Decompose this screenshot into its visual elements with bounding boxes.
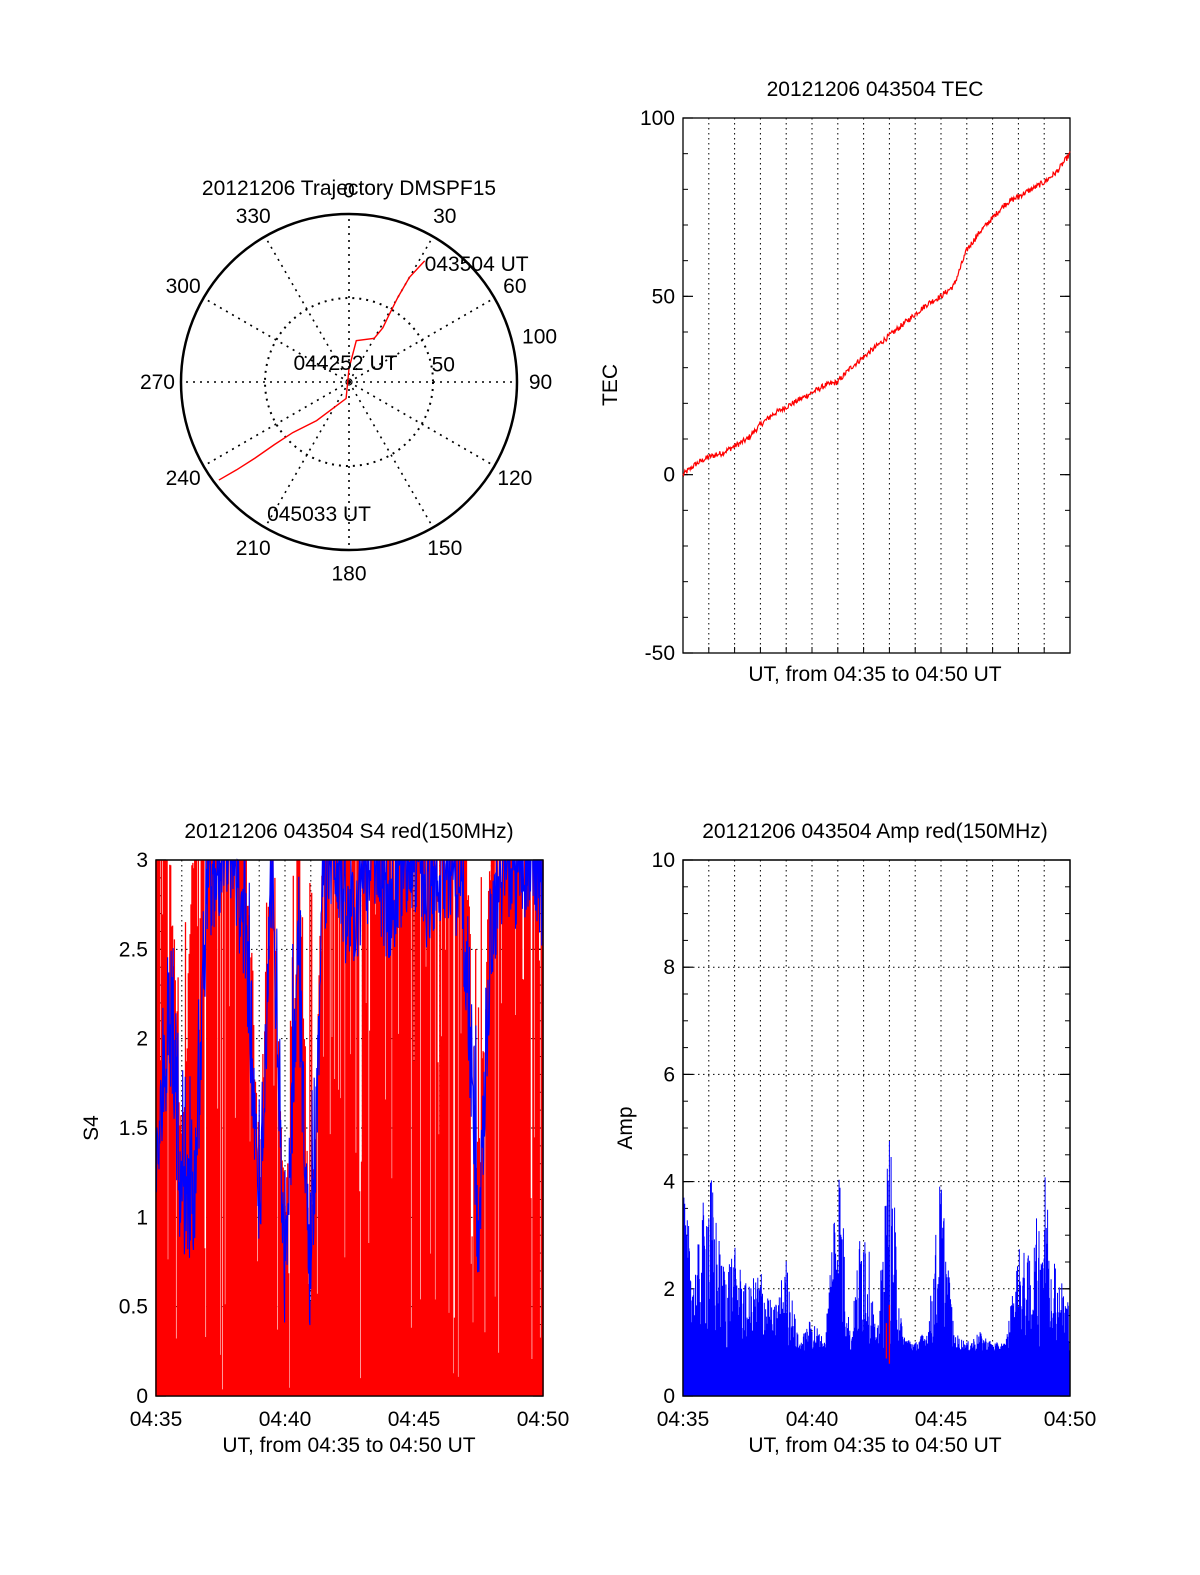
y-tick-label: 2 xyxy=(136,1028,148,1051)
amp-title: 20121206 043504 Amp red(150MHz) xyxy=(702,820,1048,843)
y-tick-label: 0 xyxy=(136,1385,148,1408)
polar-azimuth-label: 180 xyxy=(331,563,366,586)
amp-blue-series xyxy=(682,1141,1071,1396)
polar-radial-labels: 50 100 xyxy=(432,325,557,376)
y-tick-label: 1.5 xyxy=(119,1117,148,1140)
s4-ylabel: S4 xyxy=(80,1115,103,1141)
polar-outer-circle xyxy=(179,212,519,552)
polar-azimuth-label: 330 xyxy=(236,205,271,228)
polar-azimuth-label: 120 xyxy=(497,467,532,490)
trajectory-line xyxy=(218,260,426,481)
trajectory-annotation: 043504 UT xyxy=(425,253,529,276)
plot-frame-top xyxy=(682,859,1071,1397)
y-tick-label: 6 xyxy=(663,1063,675,1086)
polar-radial-label: 100 xyxy=(522,325,557,348)
polar-azimuth-label: 300 xyxy=(166,275,201,298)
polar-center xyxy=(345,378,353,386)
trajectory-annotation: 045033 UT xyxy=(267,503,371,526)
polar-spoke xyxy=(203,381,350,467)
tec-series-line xyxy=(682,151,1071,477)
amp-xlabel: UT, from 04:35 to 04:50 UT xyxy=(748,1434,1001,1457)
amp-red-series xyxy=(885,1304,891,1364)
polar-azimuth-label: 90 xyxy=(529,371,552,394)
plot-frame xyxy=(682,117,1071,654)
trajectory-title: 20121206 Trajectory DMSPF15 xyxy=(202,177,496,200)
x-tick-label: 04:35 xyxy=(657,1408,710,1431)
y-tick-label: 100 xyxy=(640,107,675,130)
polar-azimuth-labels: 0 30 60 90 120 150 180 210 240 270 300 330 xyxy=(140,179,552,585)
trajectory-polar-plot: 20121206 Trajectory DMSPF15 0 30 60 90 120 15… xyxy=(140,177,557,586)
y-tick-label: 2 xyxy=(663,1278,675,1301)
y-tick-label: 1 xyxy=(136,1206,148,1229)
tec-ylabel: TEC xyxy=(599,364,622,406)
amp-panel: 20121206 043504 Amp red(150MHz) Amp UT, … xyxy=(614,820,1096,1457)
polar-spoke xyxy=(348,297,495,383)
x-tick-label: 04:40 xyxy=(259,1408,312,1431)
y-tick-label: 2.5 xyxy=(119,938,148,961)
amp-ylabel: Amp xyxy=(614,1106,637,1149)
plot-frame-top xyxy=(155,859,544,1397)
polar-grid xyxy=(179,212,519,552)
x-tick-label: 04:50 xyxy=(517,1408,570,1431)
y-tick-label: 0.5 xyxy=(119,1296,148,1319)
s4-blue-series xyxy=(155,858,544,1326)
polar-azimuth-label: 210 xyxy=(236,537,271,560)
polar-spoke xyxy=(348,381,434,528)
polar-spoke xyxy=(348,381,495,467)
y-tick-label: -50 xyxy=(645,642,675,665)
polar-radial-label: 50 xyxy=(432,354,455,377)
y-tick-label: 8 xyxy=(663,956,675,979)
polar-spoke xyxy=(348,236,434,383)
polar-azimuth-label: 270 xyxy=(140,371,175,394)
y-tick-label: 50 xyxy=(652,285,675,308)
s4-xlabel: UT, from 04:35 to 04:50 UT xyxy=(222,1434,475,1457)
y-tick-label: 0 xyxy=(663,464,675,487)
x-tick-label: 04:45 xyxy=(915,1408,968,1431)
tec-panel: 20121206 043504 TEC TEC UT, from 04:35 t… xyxy=(599,78,1071,686)
x-tick-label: 04:35 xyxy=(130,1408,183,1431)
polar-azimuth-label: 150 xyxy=(427,537,462,560)
s4-title: 20121206 043504 S4 red(150MHz) xyxy=(184,820,513,843)
x-tick-label: 04:45 xyxy=(388,1408,441,1431)
polar-azimuth-label: 0 xyxy=(343,179,355,202)
polar-spoke xyxy=(264,236,350,383)
y-tick-label: 0 xyxy=(663,1385,675,1408)
trajectory-track xyxy=(218,260,426,481)
trajectory-annotation: 044252 UT xyxy=(294,352,398,375)
tec-title: 20121206 043504 TEC xyxy=(767,78,984,101)
y-tick-label: 3 xyxy=(136,849,148,872)
s4-panel: 20121206 043504 S4 red(150MHz) S4 UT, fr… xyxy=(80,820,569,1457)
x-tick-label: 04:50 xyxy=(1044,1408,1097,1431)
polar-azimuth-label: 240 xyxy=(166,467,201,490)
polar-spoke xyxy=(203,297,350,383)
y-tick-label: 10 xyxy=(652,849,675,872)
tec-xlabel: UT, from 04:35 to 04:50 UT xyxy=(748,663,1001,686)
polar-azimuth-label: 60 xyxy=(503,275,526,298)
y-tick-label: 4 xyxy=(663,1171,675,1194)
trajectory-annotations: 043504 UT 044252 UT 045033 UT xyxy=(267,253,529,526)
x-tick-label: 04:40 xyxy=(786,1408,839,1431)
polar-azimuth-label: 30 xyxy=(433,205,456,228)
